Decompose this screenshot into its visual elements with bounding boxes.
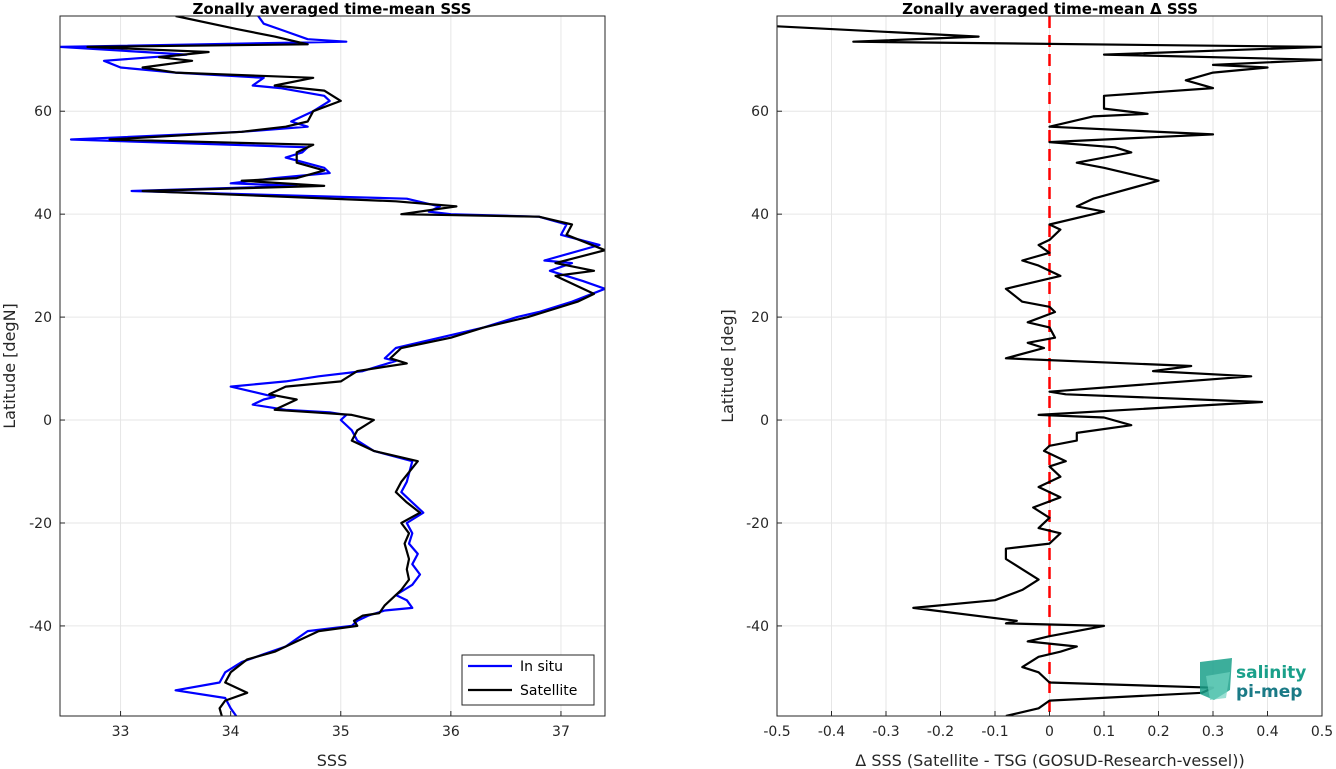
x-tick-label: -0.3 xyxy=(872,724,899,740)
x-tick-label: 0.5 xyxy=(1311,724,1333,740)
y-tick-label: 60 xyxy=(751,104,769,120)
series-line-in-situ xyxy=(60,16,605,716)
y-tick-label: -40 xyxy=(29,619,52,635)
x-tick-label: 33 xyxy=(112,724,130,740)
y-tick-label: -20 xyxy=(29,516,52,532)
plot-area xyxy=(60,16,605,716)
y-tick-label: 0 xyxy=(760,413,769,429)
legend-label-in-situ: In situ xyxy=(520,659,563,675)
y-tick-label: 40 xyxy=(34,207,52,223)
x-tick-label: 0.4 xyxy=(1256,724,1278,740)
chart-title: Zonally averaged time-mean SSS xyxy=(193,0,472,18)
series-line-delta-sss xyxy=(777,25,1322,716)
x-tick-label: 0.3 xyxy=(1202,724,1224,740)
x-tick-label: -0.5 xyxy=(763,724,790,740)
series-lines xyxy=(60,16,605,716)
y-tick-label: 0 xyxy=(43,413,52,429)
x-tick-label: 35 xyxy=(332,724,350,740)
series-lines xyxy=(777,16,1322,716)
delta-sss-panel: -0.5 -0.4 -0.3 -0.2 -0.1 0 0.1 0.2 0.3 0.4 0.5 60 40… xyxy=(718,0,1333,769)
tick-labels: 33 34 35 36 37 60 40 20 0 -20 -40 xyxy=(29,104,570,740)
y-axis-label: Latitude [degN] xyxy=(0,303,19,429)
salinity-pi-mep-logo: salinity pi-mep xyxy=(1200,658,1306,702)
y-axis-label: Latitude [deg] xyxy=(718,309,737,423)
x-tick-label: 37 xyxy=(552,724,570,740)
logo-text-salinity: salinity xyxy=(1236,663,1306,683)
y-tick-label: -40 xyxy=(746,619,769,635)
x-tick-label: 36 xyxy=(442,724,460,740)
x-tick-label: -0.4 xyxy=(818,724,845,740)
legend-box xyxy=(461,654,595,706)
legend-label-satellite: Satellite xyxy=(520,683,577,699)
x-tick-label: 0.2 xyxy=(1147,724,1169,740)
logo-text-pi-mep: pi-mep xyxy=(1236,682,1302,702)
x-tick-label: 0.1 xyxy=(1093,724,1115,740)
x-axis-label: SSS xyxy=(317,751,347,769)
x-tick-label: 34 xyxy=(222,724,240,740)
x-axis-label: Δ SSS (Satellite - TSG (GOSUD-Research-v… xyxy=(855,751,1244,769)
legend: In situ Satellite xyxy=(461,654,595,706)
logo-shape-accent-icon xyxy=(1206,672,1230,700)
x-tick-label: 0 xyxy=(1045,724,1054,740)
sss-panel: 33 34 35 36 37 60 40 20 0 -20 -40 Zonally averaged… xyxy=(0,0,606,769)
x-tick-label: -0.1 xyxy=(981,724,1008,740)
chart-title: Zonally averaged time-mean Δ SSS xyxy=(902,0,1198,18)
y-tick-label: 60 xyxy=(34,104,52,120)
tick-labels: -0.5 -0.4 -0.3 -0.2 -0.1 0 0.1 0.2 0.3 0.4 0.5 60 40… xyxy=(746,104,1333,740)
y-tick-label: 20 xyxy=(751,310,769,326)
y-tick-label: -20 xyxy=(746,516,769,532)
series-line-satellite xyxy=(86,16,605,716)
x-tick-label: -0.2 xyxy=(927,724,954,740)
y-tick-label: 20 xyxy=(34,310,52,326)
axes-box xyxy=(59,15,606,717)
y-tick-label: 40 xyxy=(751,207,769,223)
